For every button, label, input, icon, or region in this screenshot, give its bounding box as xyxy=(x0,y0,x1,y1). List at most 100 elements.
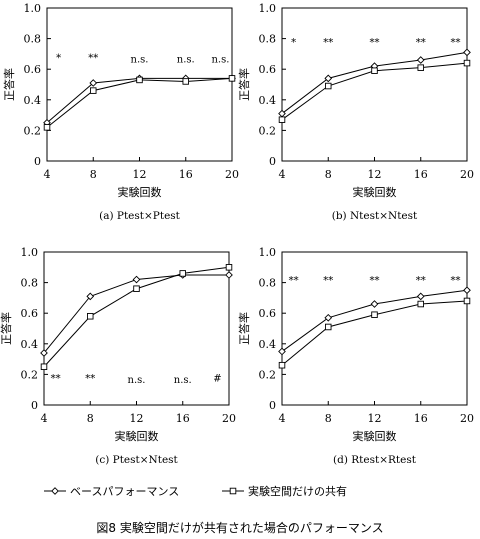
y-tick-label: 0.4 xyxy=(24,94,42,107)
data-point-base xyxy=(86,292,95,301)
y-tick-label: 0.8 xyxy=(259,277,277,290)
data-point-base xyxy=(463,48,471,57)
data-point-shared xyxy=(228,75,236,82)
x-tick-label: 20 xyxy=(222,412,236,425)
panel-subtitle: (b) Ntest×Ntest xyxy=(332,210,418,222)
y-tick-label: 0.2 xyxy=(259,368,277,381)
data-point-shared xyxy=(179,270,186,277)
data-point-base xyxy=(132,275,141,284)
data-point-shared xyxy=(371,67,378,74)
data-point-shared xyxy=(463,297,471,305)
x-tick-label: 8 xyxy=(90,168,97,181)
significance-annotation: n.s. xyxy=(177,54,195,65)
y-axis-label: 正答率 xyxy=(0,312,13,345)
data-point-base xyxy=(278,347,286,356)
x-tick-label: 8 xyxy=(325,168,332,181)
x-tick-label: 20 xyxy=(460,168,474,181)
legend-marker-square xyxy=(229,487,237,495)
data-point-shared xyxy=(89,87,97,94)
y-tick-label: 0.2 xyxy=(259,124,277,137)
y-tick-label: 0.2 xyxy=(21,368,39,381)
x-tick-label: 16 xyxy=(176,412,190,425)
legend-item-2: 実験空間だけの共有 xyxy=(222,484,347,498)
significance-annotation: * xyxy=(291,38,296,49)
significance-annotation: n.s. xyxy=(131,54,149,65)
significance-annotation: ** xyxy=(85,373,95,384)
chart-panel-2: 0 0.2 0.4 0.6 0.8 1.0 4 8 12 16 20 実験回数 正答率 (b) Ntest… xyxy=(237,2,474,222)
y-tick-label: 0.6 xyxy=(24,63,42,76)
significance-annotation: * xyxy=(56,53,61,64)
y-tick-label: 0 xyxy=(269,399,276,412)
y-tick-label: 0.8 xyxy=(24,33,42,46)
x-tick-label: 4 xyxy=(279,168,286,181)
significance-annotation: n.s. xyxy=(174,375,192,386)
significance-annotation: ** xyxy=(370,38,380,49)
data-point-shared xyxy=(325,323,332,331)
x-tick-label: 8 xyxy=(87,412,94,425)
data-point-shared xyxy=(86,313,94,320)
y-tick-label: 0.6 xyxy=(21,307,39,320)
plot-frame xyxy=(46,7,233,162)
x-tick-label: 4 xyxy=(279,412,286,425)
panel-subtitle: (c) Ptest×Ntest xyxy=(95,454,178,466)
data-point-shared xyxy=(417,64,425,71)
x-tick-label: 12 xyxy=(133,168,147,181)
significance-annotation: n.s. xyxy=(211,54,229,65)
legend-marker-diamond xyxy=(51,487,59,495)
x-tick-label: 12 xyxy=(368,412,382,425)
data-point-base xyxy=(40,349,48,357)
data-point-shared xyxy=(278,116,286,123)
data-point-shared xyxy=(136,76,143,84)
y-axis-label: 正答率 xyxy=(2,68,16,101)
legend-label: ベースパフォーマンス xyxy=(70,485,179,498)
figure-caption: 図8 実験空間だけが共有された場合のパフォーマンス xyxy=(96,521,384,535)
x-tick-label: 20 xyxy=(460,412,474,425)
data-point-shared xyxy=(463,59,471,67)
legend-item-1: ベースパフォーマンス xyxy=(44,485,179,498)
data-point-base xyxy=(324,313,333,322)
y-tick-label: 0 xyxy=(34,155,41,168)
x-axis-label: 実験回数 xyxy=(115,429,159,443)
y-tick-label: 0.8 xyxy=(21,277,39,290)
y-tick-label: 0.2 xyxy=(24,124,42,137)
x-tick-label: 4 xyxy=(44,168,51,181)
data-point-shared xyxy=(40,363,48,371)
data-point-base xyxy=(416,56,425,64)
data-point-shared xyxy=(325,82,332,90)
data-point-base xyxy=(225,271,233,279)
x-tick-label: 8 xyxy=(325,412,332,425)
data-point-shared xyxy=(278,361,286,369)
chart-panel-1: 0 0.2 0.4 0.6 0.8 1.0 4 8 12 16 20 実験回数 正答率 (a) Ptest… xyxy=(2,2,239,222)
x-tick-label: 4 xyxy=(41,412,48,425)
x-axis-label: 実験回数 xyxy=(118,185,162,199)
significance-annotation: ** xyxy=(370,276,380,287)
x-axis-label: 実験回数 xyxy=(353,429,397,443)
plot-frame xyxy=(281,7,468,162)
data-point-base xyxy=(89,79,98,87)
y-axis-label: 正答率 xyxy=(237,68,251,101)
data-point-shared xyxy=(417,300,425,308)
significance-annotation: ** xyxy=(416,276,426,287)
legend-label: 実験空間だけの共有 xyxy=(248,484,347,498)
y-tick-label: 0 xyxy=(31,399,38,412)
x-tick-label: 16 xyxy=(179,168,193,181)
x-tick-label: 12 xyxy=(130,412,144,425)
y-axis-label: 正答率 xyxy=(237,312,251,345)
data-point-shared xyxy=(43,124,51,131)
series-line-base xyxy=(281,51,468,114)
data-point-base xyxy=(416,292,425,301)
y-tick-label: 0.8 xyxy=(259,33,277,46)
y-tick-label: 1.0 xyxy=(259,2,277,15)
significance-annotation: ** xyxy=(323,276,333,287)
x-tick-label: 16 xyxy=(414,168,428,181)
data-point-shared xyxy=(225,264,233,271)
data-point-shared xyxy=(133,285,140,292)
series-line-base xyxy=(46,77,232,124)
panel-subtitle: (d) Rtest×Rtest xyxy=(333,454,417,466)
y-tick-label: 1.0 xyxy=(21,246,39,259)
significance-annotation: ** xyxy=(323,38,333,49)
significance-annotation: ** xyxy=(51,373,61,384)
y-tick-label: 0.6 xyxy=(259,307,277,320)
data-point-base xyxy=(324,74,333,83)
